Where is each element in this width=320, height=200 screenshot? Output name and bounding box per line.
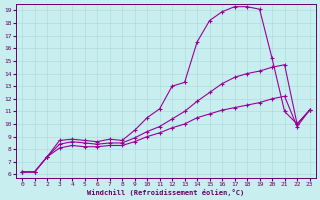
X-axis label: Windchill (Refroidissement éolien,°C): Windchill (Refroidissement éolien,°C)	[87, 189, 244, 196]
